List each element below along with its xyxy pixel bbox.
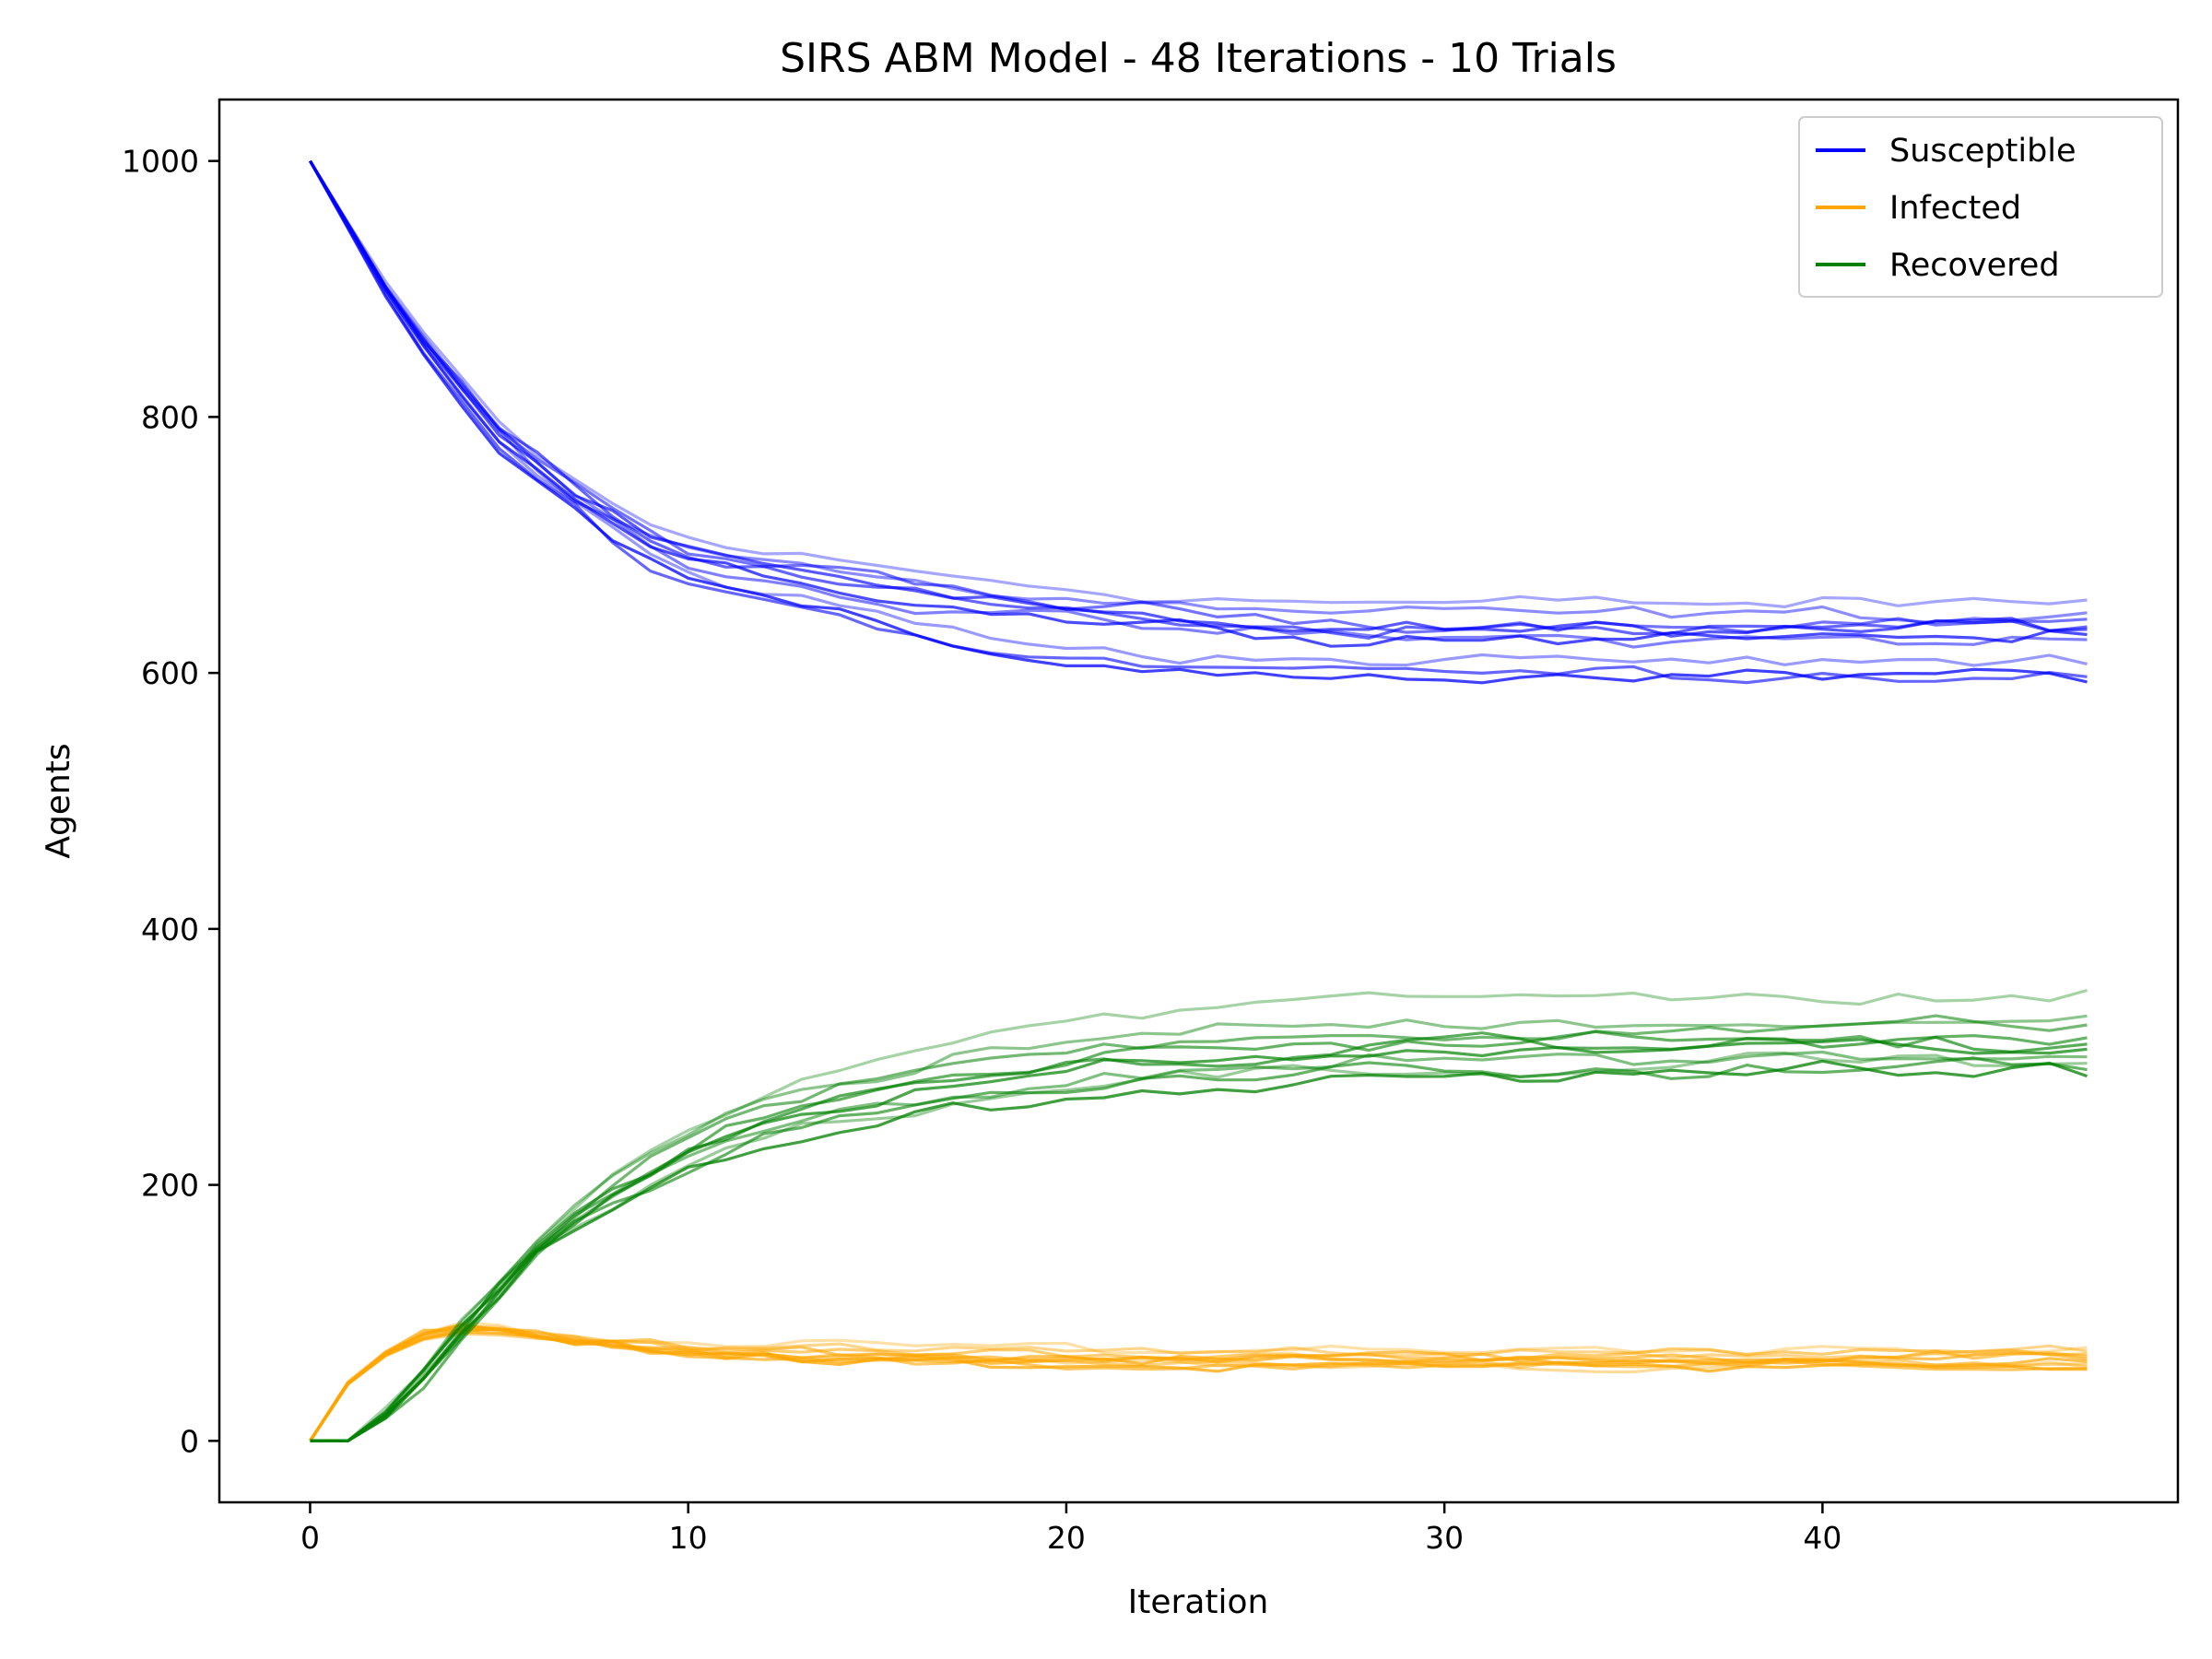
legend-box: [1798, 116, 2163, 298]
susceptible-trial-line-7: [309, 159, 2088, 649]
chart-title: SIRS ABM Model - 48 Iterations - 10 Tria…: [780, 35, 1617, 82]
recovered-trial-line-2: [310, 1014, 2088, 1442]
x-tick-label: 30: [1425, 1520, 1464, 1556]
plot-area: [309, 159, 2088, 1442]
susceptible-trial-line-1: [309, 159, 2088, 609]
recovered-trial-line-6: [310, 1038, 2088, 1442]
x-tick-label: 40: [1803, 1520, 1841, 1556]
recovered-trial-line-9: [310, 1056, 2088, 1442]
plot-frame: [218, 98, 2180, 1504]
legend-label-susceptible: Susceptible: [1889, 133, 2077, 170]
y-tick-label: 800: [141, 399, 199, 435]
susceptible-trial-line-6: [309, 159, 2088, 648]
infected-trial-line-10: [309, 1330, 2088, 1442]
infected-trial-line-7: [309, 1332, 2088, 1442]
recovered-trial-line-7: [310, 1050, 2088, 1442]
x-tick-label: 0: [300, 1520, 320, 1556]
y-tick-label: 400: [141, 912, 199, 947]
x-tick-label: 10: [669, 1520, 708, 1556]
x-axis-label: Iteration: [1128, 1583, 1269, 1621]
susceptible-trial-line-10: [309, 159, 2088, 685]
recovered-trial-line-8: [310, 1051, 2088, 1442]
legend: Susceptible Infected Recovered: [1798, 116, 2163, 298]
y-tick-label: 200: [141, 1168, 199, 1204]
recovered-trial-line-10: [310, 1059, 2088, 1442]
legend-label-infected: Infected: [1889, 190, 2021, 227]
susceptible-trial-line-5: [309, 159, 2088, 638]
recovered-trial-line-5: [310, 1031, 2088, 1442]
infected-trial-line-9: [309, 1327, 2088, 1442]
y-tick-label: 600: [141, 655, 199, 691]
legend-label-recovered: Recovered: [1889, 247, 2060, 284]
susceptible-trial-line-8: [309, 159, 2088, 667]
recovered-trial-line-1: [310, 988, 2088, 1442]
y-tick-label: 1000: [122, 144, 199, 180]
y-tick-label: 0: [180, 1423, 199, 1459]
x-tick-label: 20: [1047, 1520, 1086, 1556]
y-axis-label: Agents: [40, 743, 77, 858]
